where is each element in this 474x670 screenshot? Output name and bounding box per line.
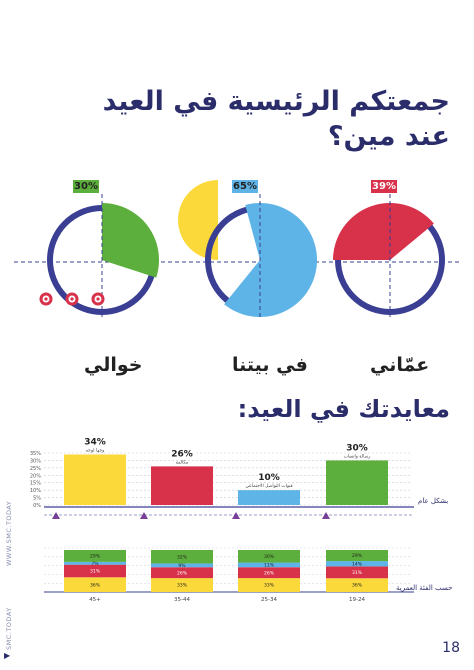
stack-segment-label: 11% xyxy=(264,563,275,569)
pie-khawali-slice xyxy=(102,203,159,278)
bar-marker-triangle xyxy=(232,512,240,519)
bar-chart: 35%30%25%20%15%10%5%0% 34%وجها لوجه 26%مك… xyxy=(30,437,414,519)
bar-ytick: 25% xyxy=(30,466,41,472)
stack-segment-label: 31% xyxy=(352,570,363,576)
row-label-age: حسب الفئة العمرية xyxy=(396,584,453,592)
decor-dot-center-2 xyxy=(96,297,100,301)
stack-segment-label: 9% xyxy=(178,563,186,569)
stack-segment-label: 31% xyxy=(90,569,101,575)
pie-badge-khawali: 30% xyxy=(73,180,99,193)
bar-2 xyxy=(238,490,300,505)
bar-category-label: وجها لوجه xyxy=(86,448,105,453)
bar-category-label: مكالمة xyxy=(176,459,189,465)
stack-segment-label: 33% xyxy=(177,583,188,589)
stack-segment-label: 26% xyxy=(177,570,188,576)
bar-ytick: 10% xyxy=(30,488,41,494)
stack-segment-label: 30% xyxy=(264,554,275,560)
stack-segment-label: 26% xyxy=(264,570,275,576)
stack-age-label: 19-24 xyxy=(349,597,365,603)
bar-ytick: 20% xyxy=(30,473,41,479)
bar-marker-triangle xyxy=(140,512,148,519)
stack-segment xyxy=(151,567,213,579)
bar-value-label: 26% xyxy=(171,449,193,459)
row-label-overall: بشكل عام xyxy=(418,497,449,505)
stack-segment-label: 29% xyxy=(352,553,363,559)
website-vertical: WWW.SMC.TODAY xyxy=(5,500,13,566)
pie-label-khawali: خوالي xyxy=(84,354,143,376)
bar-1 xyxy=(151,466,213,505)
stack-segment xyxy=(238,562,300,568)
stack-segment xyxy=(326,566,388,579)
stack-segment xyxy=(151,563,213,568)
stack-segment xyxy=(64,550,126,562)
pie-badge-amani: 39% xyxy=(371,180,397,193)
bar-category-label: قنوات التواصل الاجتماعي xyxy=(245,484,292,489)
bar-ytick: 30% xyxy=(30,458,41,464)
main-title-line1: جمعتكم الرئيسية في العيد xyxy=(102,86,450,117)
bar-value-label: 10% xyxy=(258,473,280,483)
pie-label-baitna: في بيتنا xyxy=(232,354,308,376)
stack-segment xyxy=(151,550,213,564)
stack-segment-label: 14% xyxy=(352,561,363,567)
bar-marker-triangle xyxy=(322,512,330,519)
stack-segment xyxy=(238,567,300,579)
youtube-icon: ▶ xyxy=(4,651,11,660)
bar-marker-triangle xyxy=(52,512,60,519)
bar-ytick: 0% xyxy=(33,503,41,509)
stack-segment-label: 33% xyxy=(264,583,275,589)
bar-ytick: 5% xyxy=(33,496,41,502)
stack-segment-label: 32% xyxy=(177,554,188,560)
stack-segment-label: 7% xyxy=(91,561,99,567)
main-title-line2: عند مين؟ xyxy=(327,121,450,152)
social-handle-vertical: SMC.TODAY xyxy=(5,607,13,650)
pie-chart-area xyxy=(14,180,462,318)
bar-3 xyxy=(326,460,388,505)
stack-age-label: 35-44 xyxy=(174,597,190,603)
pie-baitna-yellow-accent xyxy=(178,180,218,260)
bar-ytick: 15% xyxy=(30,481,41,487)
bar-value-label: 34% xyxy=(84,437,106,447)
pie-baitna-slice xyxy=(224,203,318,317)
stack-segment xyxy=(238,578,300,592)
bar-ytick: 35% xyxy=(30,451,41,457)
social-icons: ▶ xyxy=(4,652,10,660)
age-stacked-chart: 36%31%7%29%33%26%9%32%33%26%11%30%36%31%… xyxy=(44,547,414,603)
decor-dot-center-1 xyxy=(70,297,74,301)
section2-title: معايدتك في العيد: xyxy=(237,395,450,423)
stack-segment-label: 36% xyxy=(352,583,363,589)
stack-segment xyxy=(326,578,388,592)
stack-segment xyxy=(64,577,126,592)
bar-value-label: 30% xyxy=(346,443,368,453)
stack-segment-label: 29% xyxy=(90,554,101,560)
stack-segment xyxy=(64,561,126,565)
stack-age-label: 25-34 xyxy=(261,597,277,603)
stack-segment xyxy=(326,561,388,567)
decor-dot-center-0 xyxy=(44,297,48,301)
stack-segment xyxy=(238,550,300,563)
page-number: 18 xyxy=(442,640,460,656)
pie-amani-slice xyxy=(333,203,434,260)
stack-segment-label: 36% xyxy=(90,582,101,588)
pie-badge-baitna: 65% xyxy=(232,180,258,193)
stack-segment xyxy=(151,578,213,592)
stack-segment xyxy=(64,564,126,578)
stack-segment xyxy=(326,550,388,562)
bar-category-label: رسالة واتساب xyxy=(344,454,371,459)
stack-age-label: 45+ xyxy=(89,597,101,603)
bar-0 xyxy=(64,454,126,505)
pie-label-amani: عمّاني xyxy=(370,354,430,376)
